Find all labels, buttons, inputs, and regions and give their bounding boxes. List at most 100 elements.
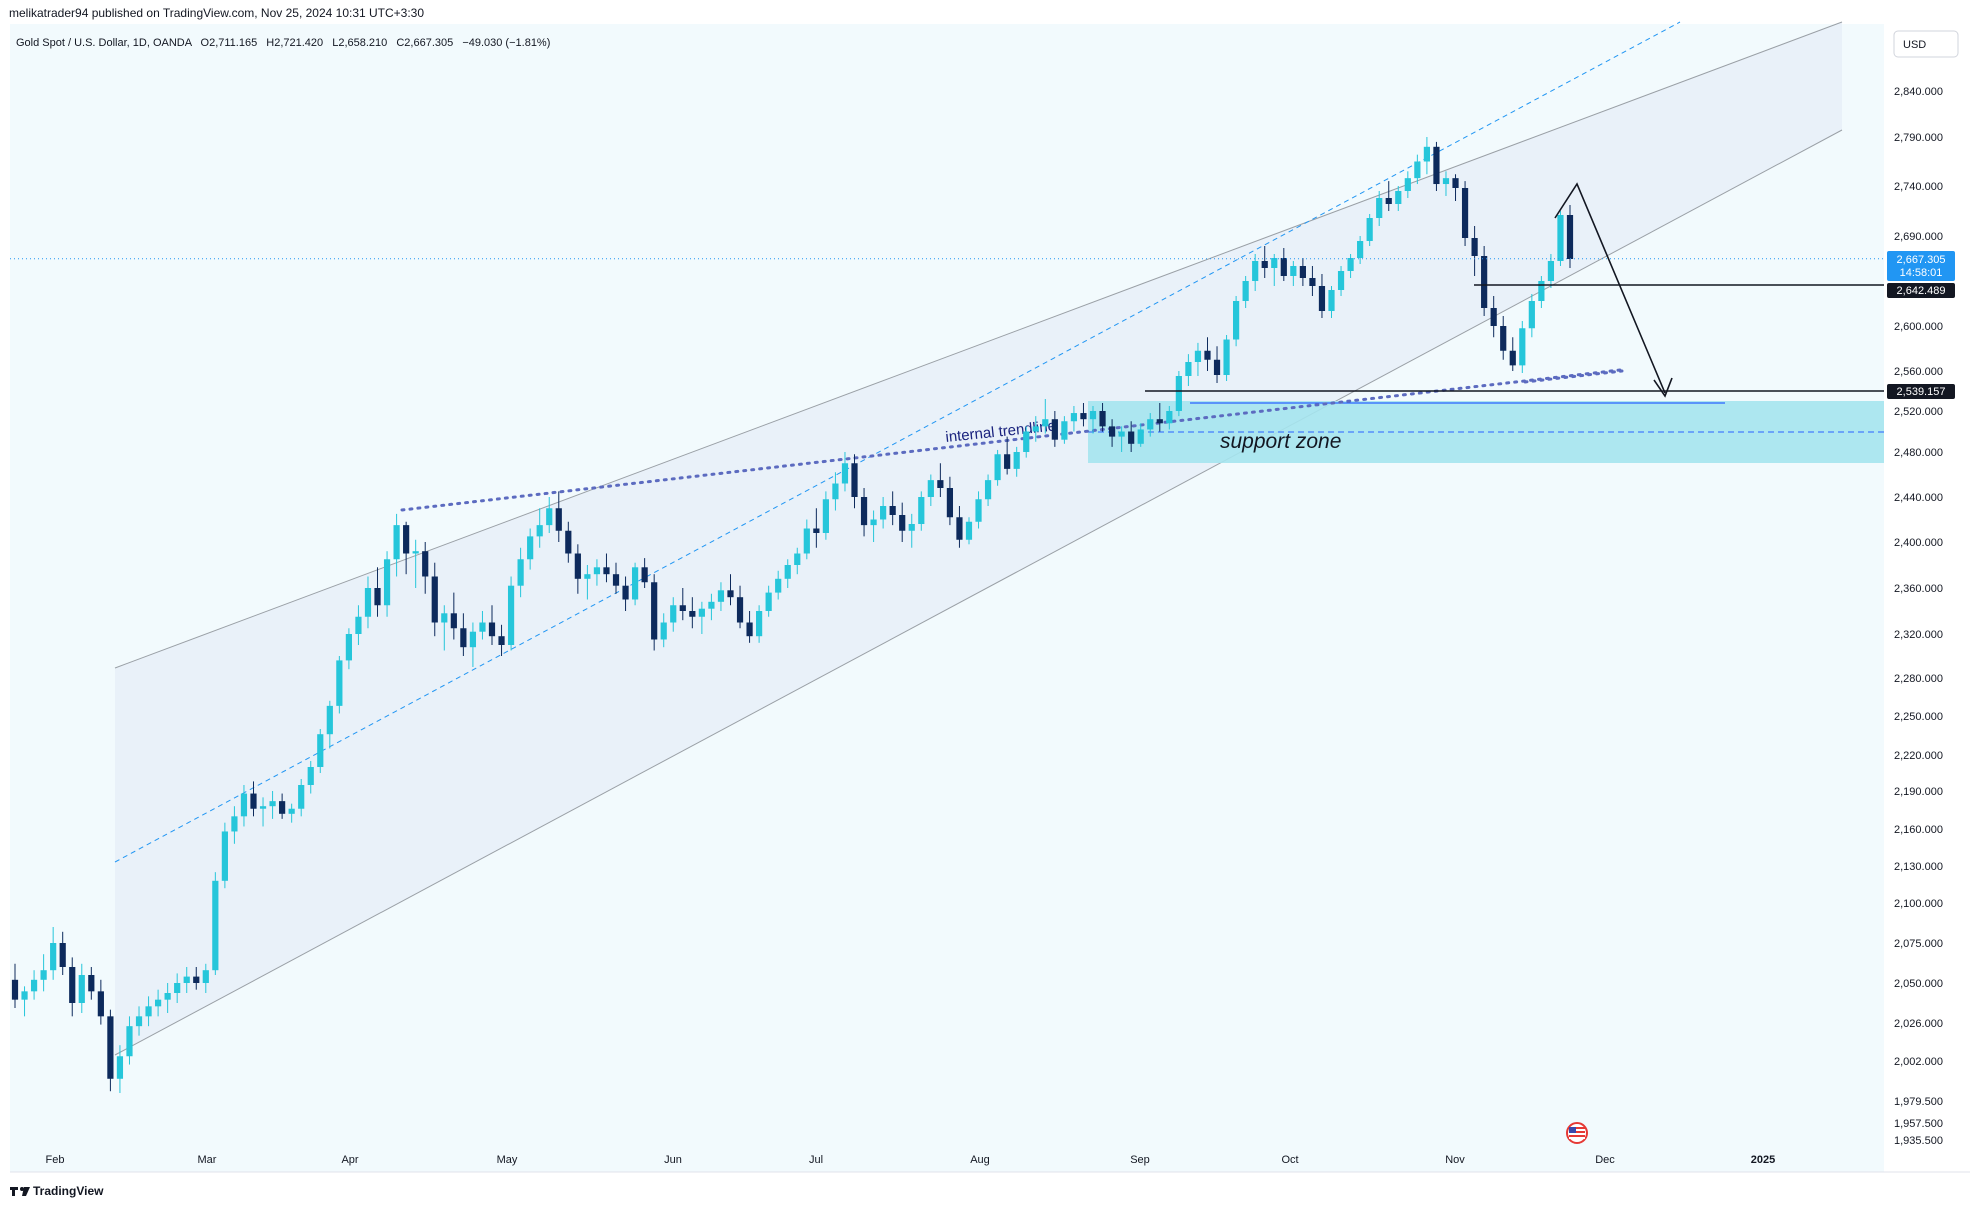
channel-upper-line[interactable]: [114, 21, 1843, 669]
candle-body[interactable]: [336, 660, 343, 706]
candle-body[interactable]: [383, 559, 391, 606]
candle-body[interactable]: [174, 983, 181, 993]
candle-body[interactable]: [1166, 411, 1173, 424]
candle-body[interactable]: [822, 499, 829, 533]
candle-body[interactable]: [50, 943, 57, 971]
candle-body[interactable]: [746, 622, 753, 637]
candle-body[interactable]: [794, 553, 801, 566]
candle-body[interactable]: [1233, 301, 1240, 340]
candle-body[interactable]: [756, 611, 763, 637]
candle-body[interactable]: [1118, 431, 1125, 437]
channel-lower-line[interactable]: [114, 129, 1843, 1056]
candle-body[interactable]: [135, 1016, 143, 1027]
candle-body[interactable]: [574, 553, 581, 579]
candle-body[interactable]: [69, 967, 76, 1003]
candle-body[interactable]: [40, 970, 47, 980]
candle-body[interactable]: [231, 816, 238, 832]
candle-body[interactable]: [154, 999, 162, 1007]
candle-body[interactable]: [11, 979, 19, 1000]
candle-body[interactable]: [422, 551, 429, 577]
candle-body[interactable]: [1337, 271, 1345, 290]
candle-body[interactable]: [641, 567, 648, 583]
candle-body[interactable]: [994, 454, 1001, 481]
candle-body[interactable]: [927, 480, 934, 497]
candle-body[interactable]: [126, 1026, 133, 1057]
candle-body[interactable]: [1099, 411, 1106, 427]
candle-body[interactable]: [1213, 359, 1221, 375]
candle-body[interactable]: [326, 705, 333, 735]
candle-body[interactable]: [269, 801, 276, 807]
candle-body[interactable]: [1509, 350, 1516, 366]
candle-body[interactable]: [1395, 191, 1402, 204]
candle-body[interactable]: [1309, 278, 1316, 286]
candle-body[interactable]: [517, 559, 524, 586]
candle-body[interactable]: [603, 567, 610, 575]
candle-body[interactable]: [469, 631, 477, 648]
candle-body[interactable]: [88, 975, 95, 992]
candle-body[interactable]: [765, 592, 772, 611]
candle-body[interactable]: [946, 488, 954, 518]
candle-body[interactable]: [670, 605, 677, 623]
candle-body[interactable]: [1223, 339, 1230, 376]
candle-body[interactable]: [631, 567, 639, 600]
candle-body[interactable]: [736, 597, 744, 623]
price-axis[interactable]: [1884, 22, 1970, 1172]
candle-body[interactable]: [851, 463, 858, 497]
candle-body[interactable]: [498, 636, 505, 645]
candle-body[interactable]: [393, 525, 400, 560]
candle-body[interactable]: [698, 608, 705, 617]
candle-body[interactable]: [450, 613, 457, 629]
candle-body[interactable]: [1013, 452, 1020, 469]
candle-body[interactable]: [250, 793, 257, 809]
projection-path[interactable]: [1554, 182, 1666, 394]
candle-body[interactable]: [1433, 146, 1440, 185]
candle-body[interactable]: [431, 576, 438, 623]
candle-body[interactable]: [908, 524, 915, 531]
candle-body[interactable]: [78, 975, 85, 1003]
candle-body[interactable]: [1318, 286, 1326, 311]
candle-body[interactable]: [536, 525, 543, 537]
candle-body[interactable]: [708, 601, 715, 609]
candle-body[interactable]: [1490, 308, 1497, 326]
candle-body[interactable]: [546, 508, 553, 526]
candlestick-series[interactable]: [11, 137, 1574, 1093]
candle-body[interactable]: [307, 767, 314, 785]
candle-body[interactable]: [97, 991, 104, 1017]
candle-body[interactable]: [1089, 411, 1097, 420]
candle-body[interactable]: [1461, 188, 1469, 238]
candle-body[interactable]: [727, 590, 734, 598]
candle-body[interactable]: [1414, 161, 1421, 179]
candle-body[interactable]: [1252, 261, 1259, 281]
candle-body[interactable]: [1528, 301, 1535, 329]
candle-body[interactable]: [612, 574, 620, 586]
candle-body[interactable]: [279, 801, 286, 814]
candle-body[interactable]: [1366, 218, 1373, 241]
candle-body[interactable]: [212, 880, 219, 971]
candle-body[interactable]: [1051, 419, 1058, 440]
candle-body[interactable]: [860, 497, 868, 526]
candle-body[interactable]: [555, 508, 562, 531]
candle-body[interactable]: [1185, 362, 1192, 376]
candle-body[interactable]: [221, 831, 228, 881]
candle-body[interactable]: [59, 943, 66, 967]
candle-body[interactable]: [975, 499, 982, 522]
candle-body[interactable]: [1204, 350, 1211, 360]
candle-body[interactable]: [832, 483, 839, 500]
candle-body[interactable]: [145, 1006, 152, 1017]
candle-body[interactable]: [1194, 350, 1202, 362]
candle-body[interactable]: [918, 497, 925, 524]
candle-body[interactable]: [689, 611, 696, 617]
candle-body[interactable]: [1156, 419, 1163, 424]
candle-body[interactable]: [317, 734, 324, 767]
candle-body[interactable]: [1147, 419, 1154, 430]
candle-body[interactable]: [202, 970, 209, 983]
candle-body[interactable]: [1032, 426, 1039, 432]
candle-body[interactable]: [193, 976, 200, 983]
candle-body[interactable]: [479, 622, 486, 632]
candle-body[interactable]: [164, 993, 171, 1000]
candle-body[interactable]: [899, 515, 906, 531]
candle-body[interactable]: [889, 506, 896, 515]
candle-body[interactable]: [355, 616, 362, 634]
candle-body[interactable]: [1108, 426, 1116, 437]
candle-body[interactable]: [1347, 258, 1354, 271]
